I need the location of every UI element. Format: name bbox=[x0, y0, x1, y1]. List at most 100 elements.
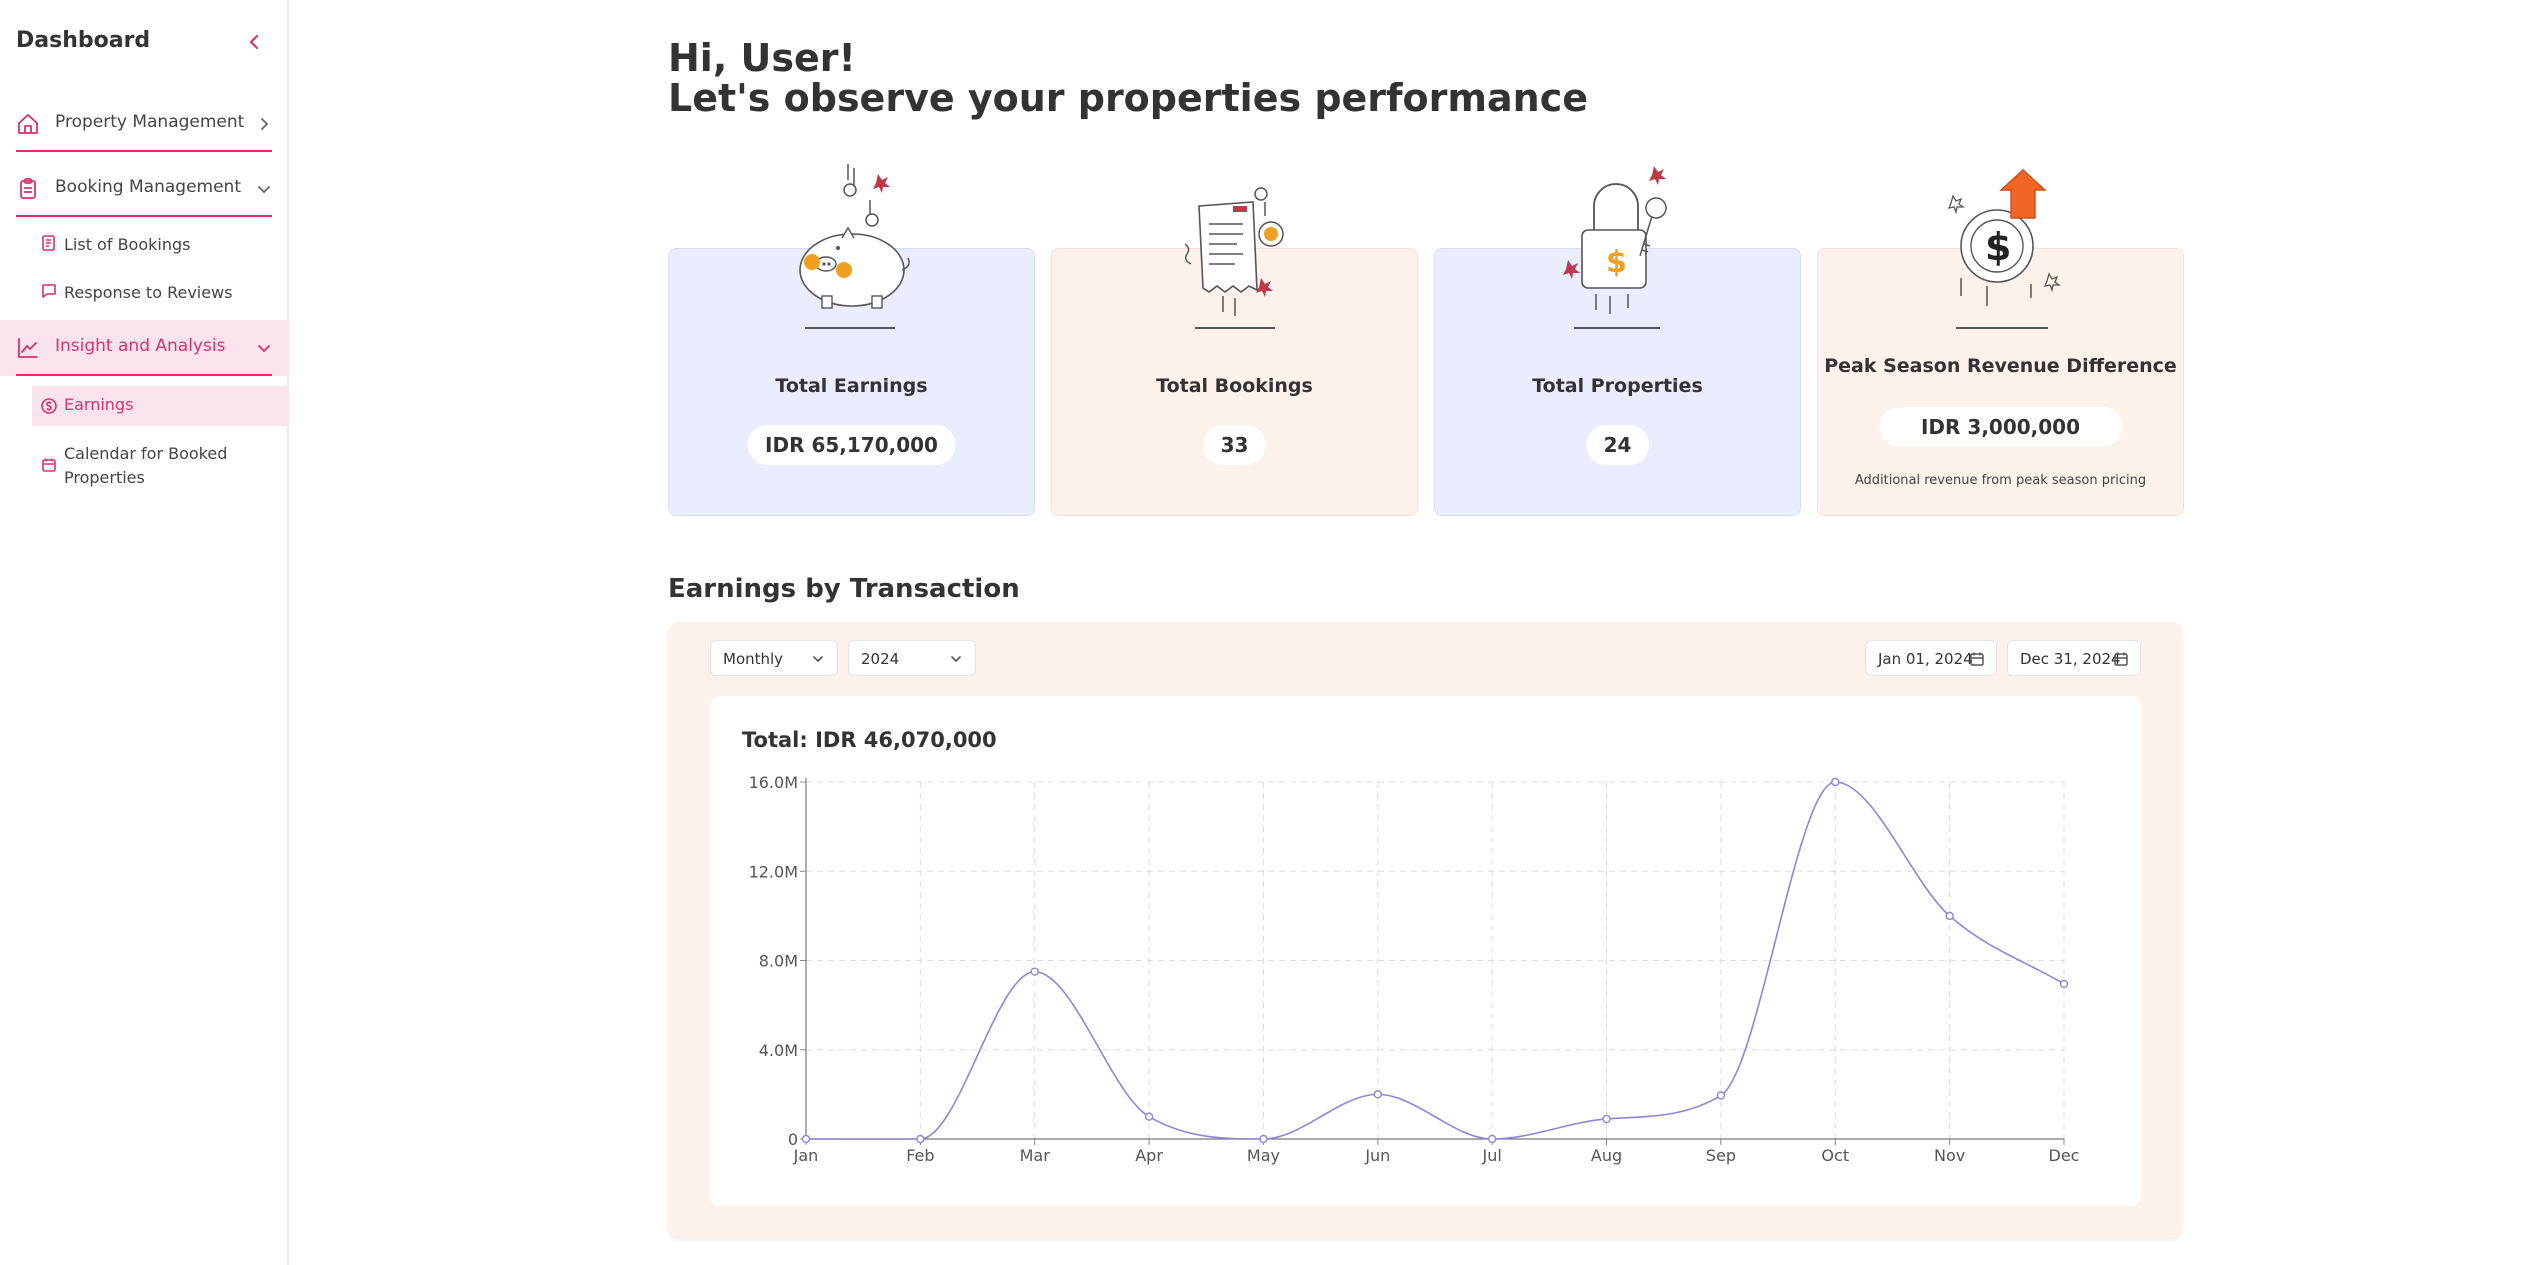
sidebar-subitem-label: Calendar for Booked bbox=[64, 444, 228, 463]
sidebar-item-insight-and-analysis[interactable]: Insight and Analysis bbox=[0, 320, 289, 376]
sidebar: Dashboard Property Management Booking Ma… bbox=[0, 0, 289, 1265]
chart-total: Total: IDR 46,070,000 bbox=[742, 728, 997, 752]
x-tick-label: Jul bbox=[1482, 1146, 1502, 1165]
data-point bbox=[1030, 967, 1039, 976]
chevron-down-icon bbox=[254, 179, 274, 199]
end-date-value: Dec 31, 2024 bbox=[2020, 650, 2121, 668]
start-date-value: Jan 01, 2024 bbox=[1878, 650, 1973, 668]
stat-card-title: Total Properties bbox=[1532, 375, 1703, 397]
sidebar-subitem-label: Response to Reviews bbox=[64, 283, 233, 302]
data-point bbox=[1259, 1134, 1268, 1144]
stat-card-title: Total Bookings bbox=[1156, 375, 1313, 397]
sidebar-item-booking-management[interactable]: Booking Management bbox=[0, 161, 289, 217]
sidebar-item-property-management[interactable]: Property Management bbox=[0, 96, 289, 152]
data-point bbox=[1716, 1091, 1726, 1100]
stat-card-total-bookings: Total Bookings 33 bbox=[1051, 248, 1418, 516]
data-point bbox=[1487, 1134, 1497, 1144]
y-tick-label: 16.0M bbox=[749, 773, 798, 792]
data-point bbox=[1144, 1112, 1154, 1121]
chevron-down-icon bbox=[254, 338, 274, 358]
chevron-down-icon bbox=[947, 650, 965, 668]
x-tick-label: Dec bbox=[2049, 1146, 2080, 1165]
divider bbox=[1574, 327, 1660, 329]
sidebar-item-label: Insight and Analysis bbox=[55, 336, 226, 356]
chevron-down-icon bbox=[809, 650, 827, 668]
receipt-icon bbox=[1184, 187, 1284, 316]
piggy-bank-icon bbox=[799, 164, 910, 309]
divider bbox=[1956, 327, 2048, 329]
x-tick-label: Nov bbox=[1934, 1146, 1965, 1165]
calendar-icon bbox=[40, 456, 58, 474]
x-tick-label: Sep bbox=[1706, 1146, 1736, 1165]
stat-card-title: Peak Season Revenue Difference bbox=[1824, 355, 2177, 377]
sidebar-subitem-calendar[interactable]: Calendar for Booked Properties bbox=[32, 442, 289, 492]
chart-line-icon bbox=[16, 336, 40, 360]
y-tick-label: 8.0M bbox=[759, 952, 798, 971]
start-date-picker[interactable]: Jan 01, 2024 bbox=[1865, 640, 1997, 676]
data-point bbox=[1945, 911, 1954, 921]
data-point bbox=[1373, 1090, 1383, 1099]
sidebar-subitem-label: Earnings bbox=[64, 395, 134, 414]
sidebar-item-label: Booking Management bbox=[55, 177, 241, 197]
divider bbox=[1195, 327, 1275, 329]
y-tick-label: 0 bbox=[788, 1130, 798, 1149]
period-select-value: Monthly bbox=[723, 650, 784, 668]
y-tick-label: 12.0M bbox=[749, 862, 798, 881]
stat-card-value: 24 bbox=[1585, 425, 1650, 465]
calendar-icon bbox=[2112, 650, 2130, 668]
data-point bbox=[1602, 1114, 1611, 1124]
sidebar-title: Dashboard bbox=[16, 28, 151, 53]
divider bbox=[16, 150, 272, 152]
stat-card-peak-season: Peak Season Revenue Difference IDR 3,000… bbox=[1817, 248, 2184, 516]
dollar-circle-icon bbox=[40, 397, 58, 415]
y-tick-label: 4.0M bbox=[759, 1041, 798, 1060]
series-line bbox=[806, 781, 2065, 1140]
sidebar-subitem-earnings[interactable]: Earnings bbox=[32, 386, 289, 426]
sidebar-subitem-label: List of Bookings bbox=[64, 235, 191, 254]
x-tick-label: Apr bbox=[1135, 1146, 1163, 1165]
stat-card-value: 33 bbox=[1202, 425, 1267, 465]
x-tick-label: Jan bbox=[793, 1146, 819, 1165]
sidebar-subitem-label: Properties bbox=[64, 468, 145, 487]
data-point bbox=[801, 1134, 811, 1144]
stat-card-title: Total Earnings bbox=[775, 375, 928, 397]
x-tick-label: May bbox=[1247, 1146, 1280, 1165]
data-point bbox=[1831, 777, 1840, 787]
divider bbox=[16, 215, 272, 217]
x-tick-label: Jun bbox=[1364, 1146, 1390, 1165]
stat-card-value: IDR 3,000,000 bbox=[1878, 407, 2123, 447]
period-select[interactable]: Monthly bbox=[710, 640, 838, 676]
stat-card-value: IDR 65,170,000 bbox=[747, 425, 956, 465]
divider bbox=[16, 374, 272, 376]
year-select-value: 2024 bbox=[861, 650, 900, 668]
sidebar-subitem-list-of-bookings[interactable]: List of Bookings bbox=[32, 234, 289, 258]
x-tick-label: Feb bbox=[906, 1146, 934, 1165]
data-point bbox=[916, 1134, 925, 1144]
sidebar-subitem-response-to-reviews[interactable]: Response to Reviews bbox=[32, 282, 289, 306]
earnings-chart-card: Total: IDR 46,070,000 0 4.0M 8.0M 12.0M 16.0… bbox=[710, 696, 2141, 1206]
padlock-icon: $ bbox=[1563, 166, 1667, 314]
data-point bbox=[2059, 979, 2069, 989]
greeting: Hi, User! bbox=[668, 36, 856, 80]
clipboard-icon bbox=[16, 177, 40, 201]
dollar-coin-arrow-icon: $ bbox=[1947, 169, 2061, 306]
x-tick-label: Mar bbox=[1020, 1146, 1051, 1165]
home-icon bbox=[16, 112, 40, 136]
section-title: Earnings by Transaction bbox=[668, 574, 1020, 604]
collapse-sidebar-icon[interactable] bbox=[242, 30, 266, 54]
end-date-picker[interactable]: Dec 31, 2024 bbox=[2007, 640, 2141, 676]
earnings-panel: Monthly 2024 Jan 01, 2024 Dec 31, 2024 T… bbox=[668, 622, 2183, 1238]
x-tick-label: Aug bbox=[1591, 1146, 1622, 1165]
chevron-right-icon bbox=[254, 114, 274, 134]
earnings-line-chart: 0 4.0M 8.0M 12.0M 16.0M Jan Feb Mar Apr May Jun Jul… bbox=[749, 773, 2080, 1165]
sidebar-item-label: Property Management bbox=[55, 112, 245, 132]
divider bbox=[805, 327, 895, 329]
year-select[interactable]: 2024 bbox=[848, 640, 976, 676]
stat-card-total-properties: Total Properties 24 bbox=[1434, 248, 1801, 516]
page-title: Let's observe your properties performanc… bbox=[668, 76, 1588, 120]
message-icon bbox=[40, 282, 58, 300]
svg-text:$: $ bbox=[1985, 225, 2011, 269]
stat-card-note: Additional revenue from peak season pric… bbox=[1854, 473, 2147, 488]
x-tick-label: Oct bbox=[1821, 1146, 1849, 1165]
list-bookings-icon bbox=[40, 234, 58, 252]
